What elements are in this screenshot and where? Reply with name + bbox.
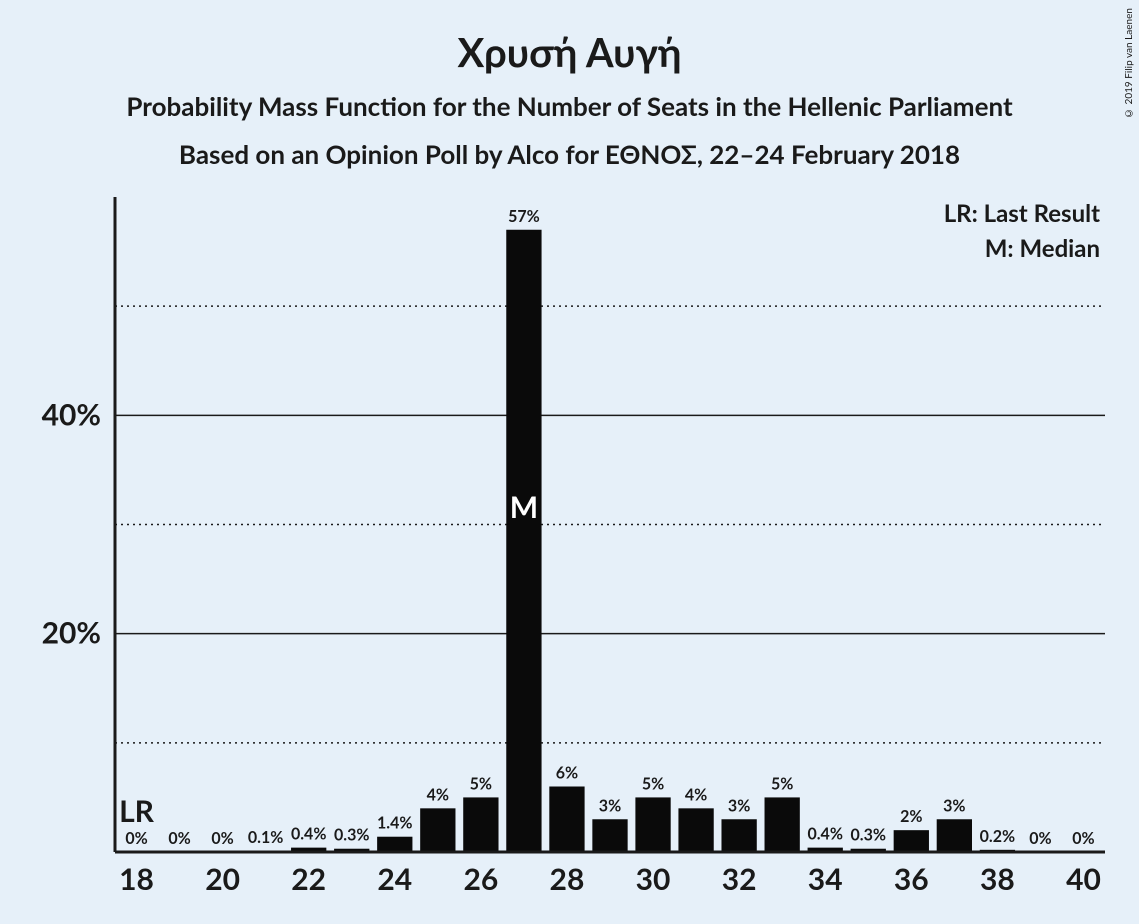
bar-value-label: 0.2% bbox=[980, 827, 1015, 846]
x-tick-label: 38 bbox=[980, 861, 1015, 897]
bar bbox=[765, 797, 800, 852]
bar bbox=[721, 819, 756, 852]
bar-value-label: 0% bbox=[1072, 829, 1094, 848]
bar-value-label: 4% bbox=[427, 785, 449, 804]
last-result-marker: LR bbox=[119, 793, 155, 829]
chart-subtitle-2: Based on an Opinion Poll by Alco for ΕΘΝ… bbox=[0, 122, 1139, 170]
bar-value-label: 6% bbox=[556, 764, 578, 783]
bar-value-label: 1.4% bbox=[377, 814, 412, 833]
x-tick-label: 28 bbox=[550, 861, 585, 897]
bar-value-label: 0.3% bbox=[334, 826, 369, 845]
bar-value-label: 0% bbox=[168, 829, 190, 848]
x-tick-label: 20 bbox=[205, 861, 240, 897]
bar-value-label: 5% bbox=[642, 774, 664, 793]
bar-value-label: 0% bbox=[125, 829, 147, 848]
bar-value-label: 0.1% bbox=[248, 828, 283, 847]
bar-value-label: 5% bbox=[470, 774, 492, 793]
bar bbox=[894, 830, 929, 852]
bar-value-label: 0% bbox=[211, 829, 233, 848]
bar bbox=[463, 797, 498, 852]
median-marker: M bbox=[510, 489, 538, 525]
bar bbox=[592, 819, 627, 852]
y-tick-label: 20% bbox=[42, 615, 101, 651]
bar bbox=[937, 819, 972, 852]
bar bbox=[678, 808, 713, 852]
x-tick-label: 18 bbox=[119, 861, 154, 897]
x-tick-label: 24 bbox=[377, 861, 412, 897]
bar-value-label: 0% bbox=[1029, 829, 1051, 848]
bar-value-label: 0.3% bbox=[851, 826, 886, 845]
bar-value-label: 0.4% bbox=[291, 825, 326, 844]
bar bbox=[635, 797, 670, 852]
legend-lr: LR: Last Result bbox=[944, 199, 1100, 228]
copyright-text: © 2019 Filip van Laenen bbox=[1123, 8, 1135, 119]
bar-value-label: 4% bbox=[685, 785, 707, 804]
bar bbox=[420, 808, 455, 852]
chart-title: Χρυσή Αυγή bbox=[0, 0, 1139, 76]
x-tick-label: 30 bbox=[636, 861, 671, 897]
bar-value-label: 0.4% bbox=[807, 825, 842, 844]
bar bbox=[506, 230, 541, 852]
bar bbox=[549, 787, 584, 853]
x-tick-label: 22 bbox=[291, 861, 326, 897]
bar-chart: 0% 0% 0% 0.1% 0.4% 0.3% 1.4% 4% 5% 57% 6% 3% 5% 4% 3% 5… bbox=[115, 197, 1105, 852]
legend-m: M: Median bbox=[985, 234, 1100, 263]
y-tick-label: 40% bbox=[42, 396, 101, 432]
bar-value-label: 5% bbox=[771, 774, 793, 793]
x-tick-label: 32 bbox=[722, 861, 757, 897]
x-tick-label: 36 bbox=[894, 861, 929, 897]
chart-subtitle-1: Probability Mass Function for the Number… bbox=[0, 76, 1139, 122]
x-tick-label: 26 bbox=[463, 861, 498, 897]
chart-area: 0% 0% 0% 0.1% 0.4% 0.3% 1.4% 4% 5% 57% 6% 3% 5% 4% 3% 5… bbox=[115, 197, 1105, 852]
bar-value-label: 3% bbox=[599, 796, 621, 815]
x-tick-label: 34 bbox=[808, 861, 843, 897]
bar-value-label: 3% bbox=[943, 796, 965, 815]
bar-value-label: 3% bbox=[728, 796, 750, 815]
bar-value-label: 2% bbox=[900, 807, 922, 826]
bar bbox=[377, 837, 412, 852]
x-tick-label: 40 bbox=[1066, 861, 1101, 897]
bar-value-label: 57% bbox=[508, 207, 540, 226]
